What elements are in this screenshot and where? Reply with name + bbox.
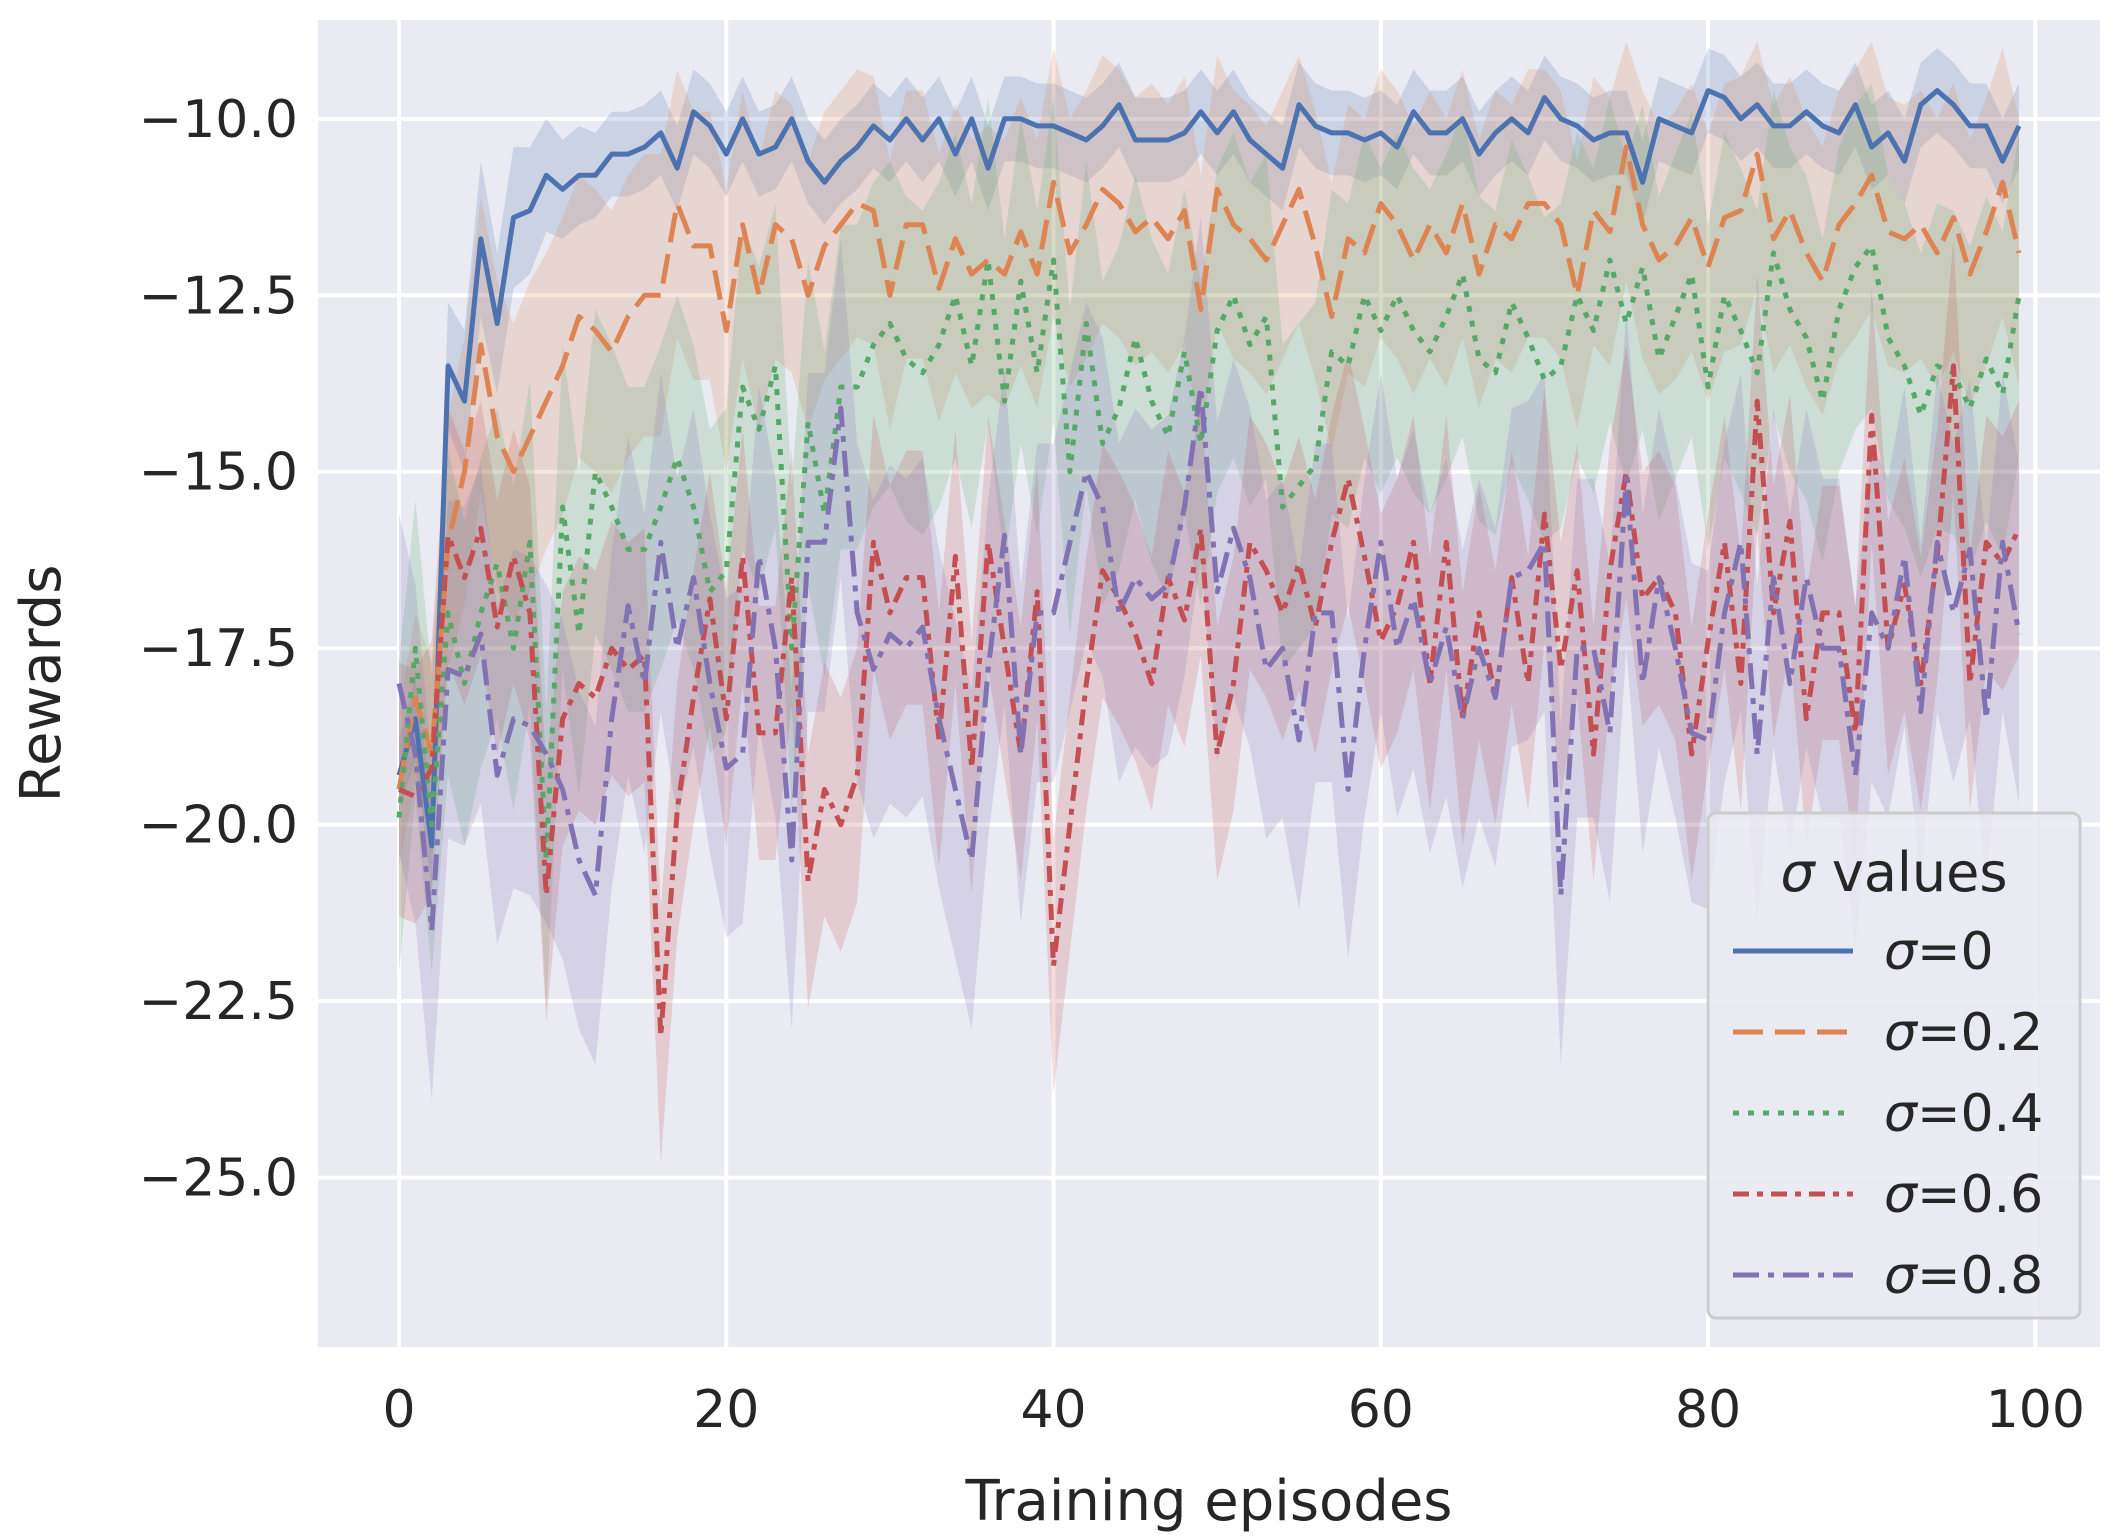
y-tick-label: −17.5 — [139, 619, 298, 679]
line-series-0 — [396, 88, 2022, 849]
legend-label-0: σ=0 — [1884, 922, 1994, 982]
x-axis-ticks: 0 20 40 60 80 100 — [382, 1380, 2085, 1440]
line-series-4 — [396, 384, 2022, 933]
x-tick-label: 0 — [382, 1380, 415, 1440]
x-tick-label: 60 — [1348, 1380, 1414, 1440]
legend-label-symbol: σ — [1884, 1246, 1919, 1306]
legend-label-3: σ=0.6 — [1884, 1165, 2043, 1225]
y-tick-label: −25.0 — [139, 1149, 298, 1209]
legend-label-1: σ=0.2 — [1884, 1003, 2043, 1063]
line-series-1 — [396, 144, 2022, 790]
band-series-2 — [399, 83, 2019, 1009]
x-tick-label: 100 — [1986, 1380, 2085, 1440]
legend-title-symbol: σ — [1780, 841, 1816, 904]
x-axis-label: Training episodes — [965, 1469, 1453, 1534]
y-tick-label: −15.0 — [139, 443, 298, 503]
x-tick-label: 40 — [1020, 1380, 1086, 1440]
legend-label-symbol: σ — [1884, 922, 1919, 982]
series-lines — [396, 88, 2022, 1039]
legend-label-2: σ=0.4 — [1884, 1084, 2043, 1144]
y-axis-label: Rewards — [9, 565, 74, 803]
legend-label-text: =0.2 — [1917, 1003, 2043, 1063]
band-series-3 — [399, 238, 2019, 1164]
x-tick-label: 80 — [1675, 1380, 1741, 1440]
legend: σ values σ=0σ=0.2σ=0.4σ=0.6σ=0.8 — [1706, 811, 2082, 1320]
legend-title-text: values — [1815, 841, 2008, 904]
legend-label-text: =0.6 — [1917, 1165, 2043, 1225]
legend-label-text: =0.8 — [1917, 1246, 2043, 1306]
y-tick-label: −12.5 — [139, 266, 298, 326]
legend-label-symbol: σ — [1884, 1084, 1919, 1144]
band-series-4 — [399, 217, 2019, 1101]
line-series-2 — [396, 243, 2022, 863]
legend-title: σ values — [1780, 841, 2007, 904]
legend-label-text: =0 — [1917, 922, 1994, 982]
y-axis-ticks: −25.0 −22.5 −20.0 −17.5 −15.0 −12.5 −10.0 — [139, 90, 298, 1209]
band-series-1 — [399, 41, 2019, 867]
x-tick-label: 20 — [693, 1380, 759, 1440]
legend-label-4: σ=0.8 — [1884, 1246, 2043, 1306]
confidence-bands — [399, 41, 2019, 1164]
y-tick-label: −20.0 — [139, 796, 298, 856]
legend-items: σ=0σ=0.2σ=0.4σ=0.6σ=0.8 — [1733, 922, 2043, 1306]
y-tick-label: −22.5 — [139, 972, 298, 1032]
band-series-0 — [399, 48, 2019, 889]
legend-label-symbol: σ — [1884, 1003, 1919, 1063]
legend-label-symbol: σ — [1884, 1165, 1919, 1225]
legend-label-text: =0.4 — [1917, 1084, 2043, 1144]
y-tick-label: −10.0 — [139, 90, 298, 150]
